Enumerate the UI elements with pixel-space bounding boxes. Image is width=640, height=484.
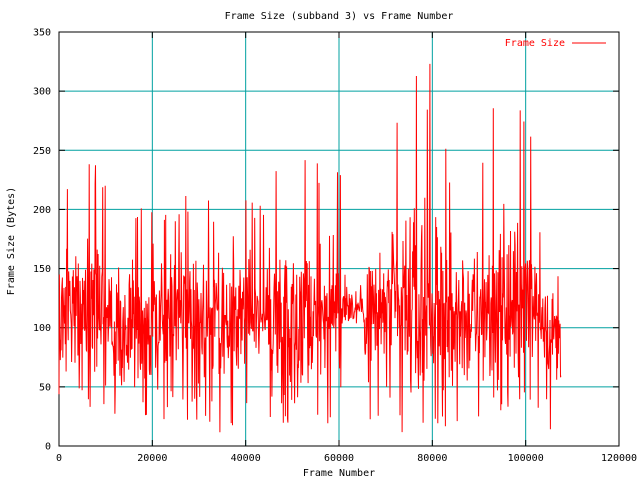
- x-tick-label: 0: [56, 453, 62, 464]
- y-tick-label: 50: [39, 382, 51, 393]
- x-tick-label: 60000: [324, 453, 354, 464]
- x-tick-label: 120000: [601, 453, 637, 464]
- y-tick-label: 0: [45, 442, 51, 453]
- y-axis-label: Frame Size (Bytes): [6, 187, 17, 295]
- x-tick-label: 100000: [508, 453, 544, 464]
- x-tick-label: 80000: [417, 453, 447, 464]
- series-line-frame-size: [58, 63, 562, 433]
- y-tick-label: 200: [33, 205, 51, 216]
- y-tick-label: 350: [33, 28, 51, 39]
- x-tick-label: 40000: [231, 453, 261, 464]
- y-tick-label: 300: [33, 87, 51, 98]
- chart-layer: 0 20000 40000 60000 80000 100000 120000 0 50 100 1…: [33, 28, 637, 465]
- plot-frame: [58, 31, 620, 447]
- y-tick-label: 150: [33, 264, 51, 275]
- x-tick-label: 20000: [137, 453, 167, 464]
- legend-label: Frame Size: [505, 38, 565, 49]
- chart-title: Frame Size (subband 3) vs Frame Number: [225, 11, 454, 22]
- y-tick-label: 250: [33, 146, 51, 157]
- y-tick-label: 100: [33, 323, 51, 334]
- x-axis-label: Frame Number: [303, 468, 375, 479]
